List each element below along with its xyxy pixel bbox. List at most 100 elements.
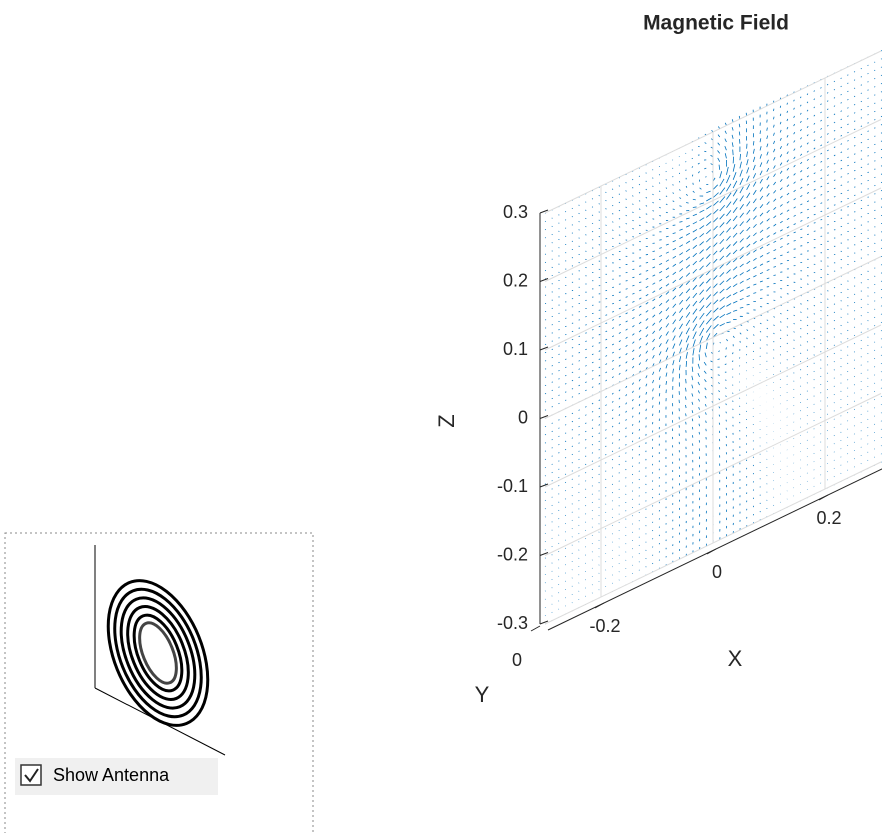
quiver-arrow <box>793 140 796 143</box>
quiver-arrow <box>827 323 829 325</box>
z-axis-label: Z <box>434 414 459 427</box>
quiver-arrow <box>638 428 640 431</box>
quiver-arrow <box>704 379 707 383</box>
quiver-arrow <box>813 379 815 381</box>
quiver-arrow <box>585 463 587 466</box>
checkbox-check <box>24 768 39 783</box>
quiver-arrow <box>679 268 684 272</box>
quiver-arrow <box>840 382 842 384</box>
quiver-arrow <box>766 135 769 140</box>
quiver-arrow <box>645 270 649 272</box>
quiver-arrow <box>598 350 601 352</box>
quiver-arrow <box>665 347 669 353</box>
quiver-arrow <box>652 274 656 277</box>
quiver-arrow <box>665 372 668 377</box>
quiver-arrow <box>746 218 751 223</box>
quiver-arrow <box>860 125 863 127</box>
quiver-arrow <box>691 410 694 414</box>
quiver-arrow <box>773 240 777 243</box>
quiver-arrow <box>672 263 677 267</box>
quiver-arrow <box>840 93 842 96</box>
quiver-arrow <box>679 347 682 354</box>
quiver-arrow <box>697 372 700 378</box>
quiver-arrow <box>826 380 829 382</box>
quiver-arrow <box>645 358 648 362</box>
quiver-arrow <box>685 387 687 392</box>
quiver-arrow <box>753 325 755 328</box>
quiver-arrow <box>752 156 756 162</box>
quiver-arrow <box>725 347 727 350</box>
quiver-arrow <box>840 324 842 327</box>
quiver-arrow <box>874 119 876 121</box>
quiver-arrow <box>632 382 634 385</box>
quiver-arrow <box>703 370 707 374</box>
quiver-arrow <box>638 337 642 341</box>
quiver-arrow <box>665 211 668 214</box>
x-tick-label: 0.2 <box>816 508 841 528</box>
quiver-arrow <box>773 349 775 351</box>
quiver-arrow <box>746 175 750 182</box>
quiver-arrow <box>759 154 762 159</box>
quiver-arrow <box>820 342 822 345</box>
quiver-arrow <box>704 167 707 170</box>
quiver-arrow <box>625 190 627 192</box>
quiver-arrow <box>786 243 790 245</box>
quiver-arrow <box>625 198 627 200</box>
quiver-arrow <box>726 183 732 192</box>
x-tick-label: -0.2 <box>589 616 620 636</box>
quiver-arrow <box>719 205 726 212</box>
quiver-arrow <box>847 173 849 175</box>
quiver-arrow <box>826 116 829 119</box>
quiver-arrow <box>712 250 718 256</box>
quiver-arrow <box>665 380 668 385</box>
quiver-arrow <box>699 202 705 205</box>
quiver-arrow <box>571 429 574 431</box>
quiver-arrow <box>638 378 641 382</box>
checkbox-label[interactable]: Show Antenna <box>53 765 170 785</box>
quiver-arrow <box>759 238 764 242</box>
quiver-arrow <box>605 355 608 357</box>
quiver-arrow <box>679 236 683 239</box>
quiver-arrow <box>551 389 553 391</box>
quiver-arrow <box>800 220 803 222</box>
quiver-arrow <box>625 223 628 225</box>
quiver-arrow <box>692 339 696 348</box>
quiver-arrow <box>645 310 649 313</box>
quiver-arrow <box>786 317 789 320</box>
quiver-arrow <box>691 393 694 397</box>
quiver-arrow <box>705 278 711 284</box>
quiver-arrow <box>692 198 696 201</box>
quiver-arrow <box>826 83 829 86</box>
quiver-arrow <box>833 162 836 165</box>
quiver-arrow <box>867 105 869 108</box>
quiver-arrow <box>652 218 655 220</box>
z-tick <box>539 483 549 488</box>
quiver-arrow <box>827 157 829 160</box>
quiver-arrow <box>598 317 601 319</box>
quiver-arrow <box>598 366 601 369</box>
quiver-arrow <box>544 483 546 485</box>
quiver-arrow <box>685 272 691 277</box>
quiver-arrow <box>625 353 628 356</box>
quiver-arrow <box>739 289 744 293</box>
quiver-arrow <box>632 228 634 230</box>
quiver-arrow <box>800 96 802 99</box>
quiver-arrow <box>698 398 700 402</box>
quiver-arrow <box>806 208 810 211</box>
quiver-arrow <box>820 392 822 394</box>
quiver-arrow <box>665 291 670 295</box>
quiver-arrow <box>820 103 822 106</box>
quiver-arrow <box>705 317 712 325</box>
quiver-arrow <box>685 413 687 417</box>
quiver-arrow <box>717 150 721 154</box>
quiver-arrow <box>618 226 621 228</box>
quiver-arrow <box>578 508 580 510</box>
quiver-arrow <box>800 228 803 230</box>
quiver-arrow <box>806 308 809 310</box>
checkbox[interactable]: Show Antenna <box>20 764 170 786</box>
quiver-arrow <box>618 332 621 334</box>
quiver-arrow <box>833 196 836 198</box>
quiver-arrow <box>672 232 676 235</box>
checkbox-box[interactable] <box>20 764 42 786</box>
